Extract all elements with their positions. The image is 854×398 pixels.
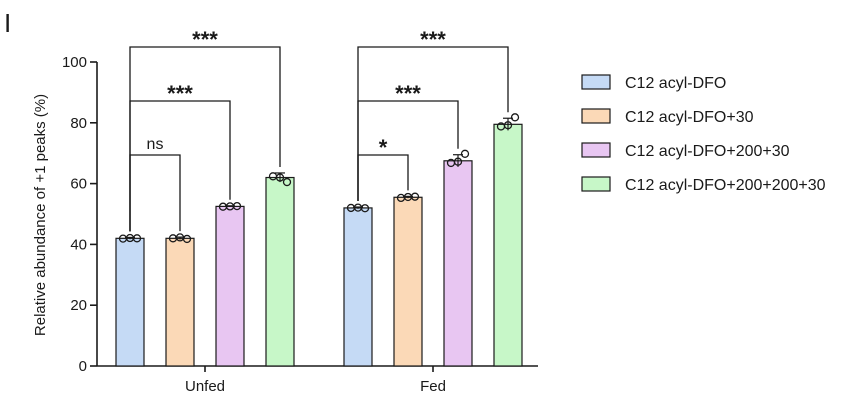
bar [165, 237, 195, 367]
data-point [182, 234, 192, 244]
legend-swatch [581, 142, 611, 158]
y-tick-label: 20 [70, 297, 87, 314]
legend-swatch [581, 108, 611, 124]
legend-label: C12 acyl-DFO+200+200+30 [625, 177, 826, 194]
legend-label: C12 acyl-DFO [625, 75, 726, 92]
significance-label: *** [395, 81, 421, 106]
data-point [360, 204, 370, 213]
significance-label: *** [192, 27, 218, 52]
legend-swatch [581, 176, 611, 192]
y-tick-label: 0 [79, 358, 87, 375]
y-tick-label: 40 [70, 236, 87, 253]
y-tick-label: 60 [70, 176, 87, 193]
significance-label: * [379, 135, 388, 160]
x-tick-label: Unfed [185, 378, 225, 395]
data-point [503, 121, 513, 130]
significance-bracket [357, 46, 509, 202]
panel-label: I [4, 8, 11, 38]
significance-bracket [129, 46, 281, 232]
significance-brackets: ns************* [129, 27, 509, 232]
data-point [282, 177, 292, 187]
legend-label: C12 acyl-DFO+30 [625, 109, 754, 126]
legend-label: C12 acyl-DFO+200+30 [625, 143, 790, 160]
data-point [132, 234, 142, 243]
y-axis-label: Relative abundance of +1 peaks (%) [32, 94, 49, 336]
data-point [232, 201, 242, 211]
bar [443, 160, 473, 367]
significance-label: *** [420, 27, 446, 52]
data-point [275, 173, 285, 182]
bar [115, 237, 145, 367]
legend-swatch [581, 74, 611, 90]
bar [265, 176, 295, 367]
bar [493, 123, 523, 367]
y-tick-label: 80 [70, 115, 87, 132]
bar [393, 196, 423, 367]
y-tick-label: 100 [62, 54, 87, 71]
bar [215, 205, 245, 367]
data-point [460, 149, 470, 158]
significance-label: ns [147, 136, 164, 153]
bar [343, 207, 373, 367]
data-point [510, 113, 520, 122]
significance-bracket [129, 154, 181, 232]
data-point [410, 192, 420, 201]
data-point [453, 157, 463, 166]
x-tick-label: Fed [420, 378, 446, 395]
legend: C12 acyl-DFO C12 acyl-DFO+30 C12 acyl-DFO+… [581, 74, 826, 194]
data-points [118, 113, 520, 244]
significance-label: *** [167, 81, 193, 106]
